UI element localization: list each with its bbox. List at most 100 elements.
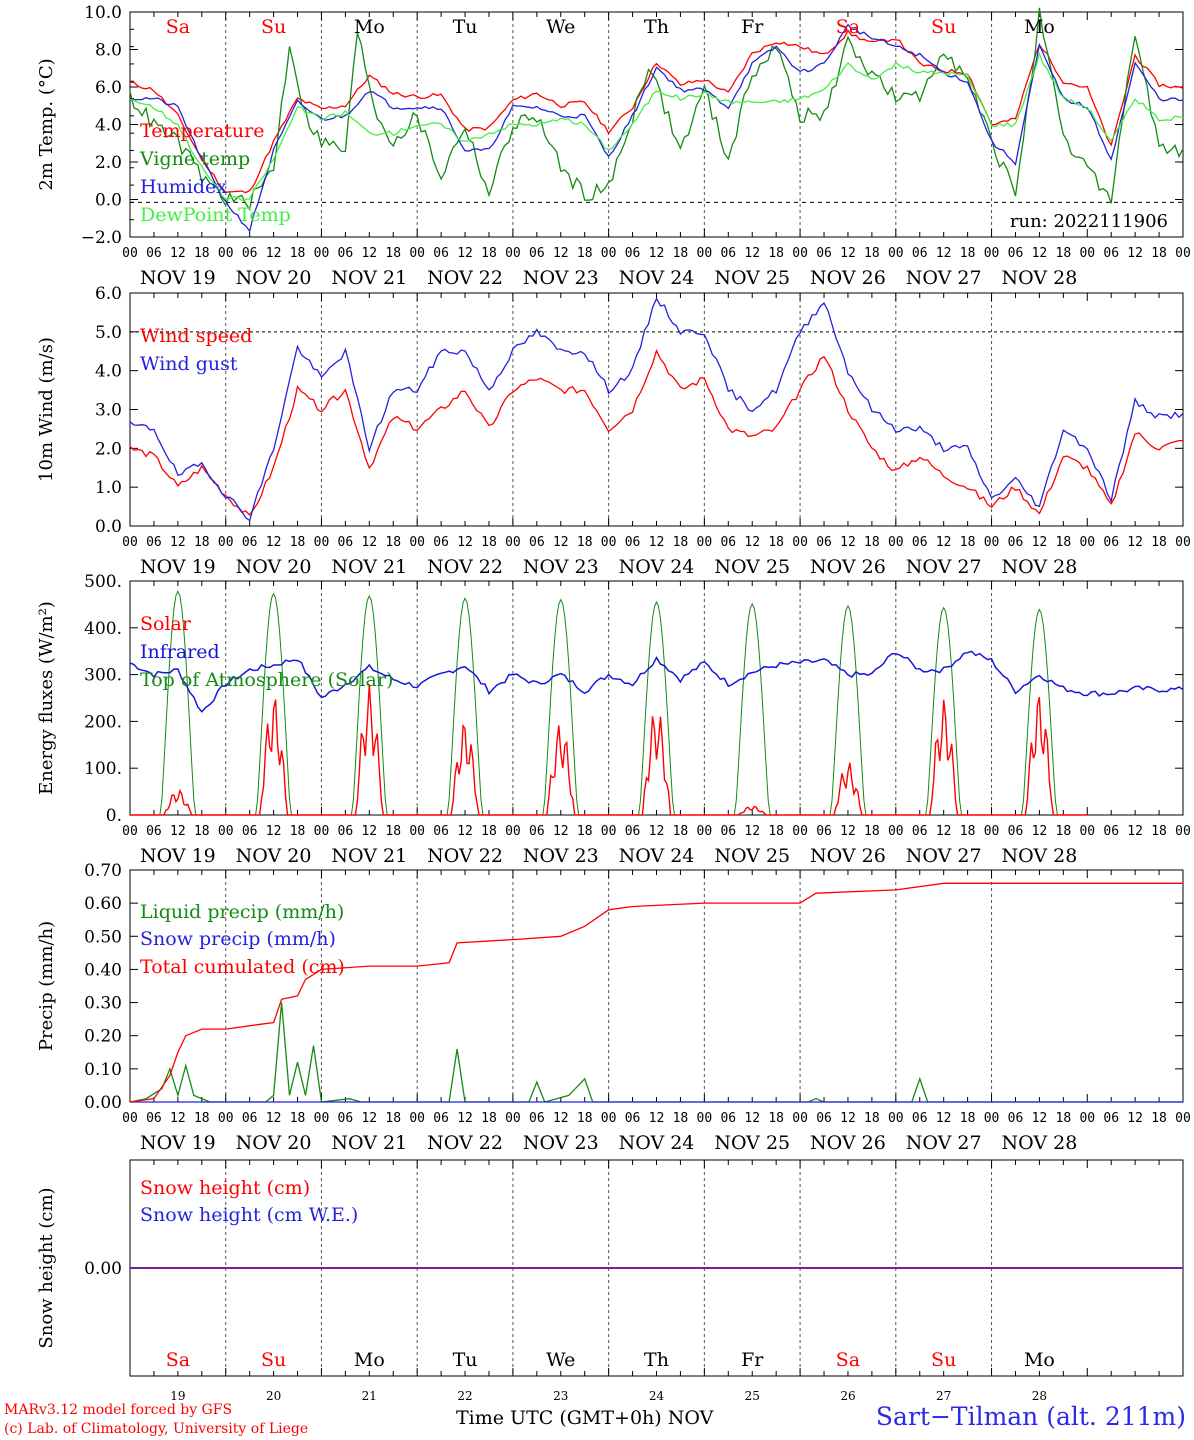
y-tick-label: 0.0 <box>95 191 122 211</box>
weekday-label: Tu <box>453 16 478 38</box>
hour-tick-label: 00 <box>792 1111 808 1126</box>
hour-tick-label: 18 <box>1056 246 1072 261</box>
date-label: NOV 27 <box>906 845 982 867</box>
hour-tick-label: 18 <box>1151 246 1167 261</box>
hour-tick-label: 06 <box>1008 1111 1024 1126</box>
hour-tick-label: 06 <box>242 824 258 839</box>
legend-entry: Total cumulated (cm) <box>140 956 345 978</box>
y-tick-label: 5.0 <box>95 323 122 343</box>
date-label: NOV 22 <box>427 845 503 867</box>
hour-tick-label: 12 <box>649 246 665 261</box>
weekday-label: We <box>546 1349 575 1371</box>
y-tick-label: 0.0 <box>95 517 122 537</box>
hour-tick-label: 18 <box>194 246 210 261</box>
date-label: NOV 21 <box>331 556 407 578</box>
solar-line <box>225 699 322 816</box>
hour-tick-label: 12 <box>649 535 665 550</box>
hour-tick-label: 12 <box>1127 824 1143 839</box>
day-number: 27 <box>936 1389 951 1403</box>
solar-line <box>512 725 609 816</box>
hour-tick-label: 06 <box>146 535 162 550</box>
hour-tick-label: 18 <box>290 824 306 839</box>
series-line <box>129 297 1184 522</box>
weekday-label: We <box>546 16 575 38</box>
date-label: NOV 24 <box>619 1132 695 1154</box>
hour-tick-label: 06 <box>338 1111 354 1126</box>
hour-tick-label: 18 <box>960 1111 976 1126</box>
hour-tick-label: 18 <box>1151 824 1167 839</box>
hour-tick-label: 06 <box>1103 824 1119 839</box>
hour-tick-label: 12 <box>936 824 952 839</box>
hour-tick-label: 12 <box>170 246 186 261</box>
date-label: NOV 27 <box>906 267 982 289</box>
date-label: NOV 22 <box>427 1132 503 1154</box>
hour-tick-label: 06 <box>1008 246 1024 261</box>
legend-entry: Snow height (cm W.E.) <box>140 1204 358 1226</box>
hour-tick-label: 12 <box>266 535 282 550</box>
day-number: 22 <box>457 1389 472 1403</box>
hour-tick-label: 00 <box>409 824 425 839</box>
date-label: NOV 24 <box>619 267 695 289</box>
hour-tick-label: 00 <box>888 535 904 550</box>
date-label: NOV 19 <box>140 556 216 578</box>
hour-tick-label: 18 <box>1056 824 1072 839</box>
hour-tick-label: 18 <box>864 535 880 550</box>
hour-tick-label: 18 <box>194 535 210 550</box>
y-tick-label: 0.30 <box>84 994 122 1014</box>
hour-tick-label: 06 <box>1008 535 1024 550</box>
y-tick-label: 8.0 <box>95 41 122 61</box>
hour-tick-label: 12 <box>649 824 665 839</box>
date-label: NOV 27 <box>906 556 982 578</box>
date-label: NOV 24 <box>619 845 695 867</box>
hour-tick-label: 00 <box>792 535 808 550</box>
date-label: NOV 20 <box>236 1132 312 1154</box>
hour-tick-label: 06 <box>912 1111 928 1126</box>
hour-tick-label: 06 <box>338 824 354 839</box>
hour-tick-label: 18 <box>673 246 689 261</box>
y-axis-label: Energy fluxes (W/m²) <box>36 601 57 795</box>
hour-tick-label: 18 <box>768 246 784 261</box>
hour-tick-label: 18 <box>194 1111 210 1126</box>
hour-tick-label: 06 <box>625 246 641 261</box>
legend-entry: Solar <box>140 613 192 635</box>
hour-tick-label: 18 <box>577 535 593 550</box>
hour-tick-label: 18 <box>481 824 497 839</box>
hour-tick-label: 06 <box>146 824 162 839</box>
y-tick-label: 4.0 <box>95 362 122 382</box>
hour-tick-label: 06 <box>816 246 832 261</box>
hour-tick-label: 00 <box>601 1111 617 1126</box>
hour-tick-label: 18 <box>481 246 497 261</box>
hour-tick-label: 06 <box>625 1111 641 1126</box>
y-tick-label: 3.0 <box>95 401 122 421</box>
weekday-label: Sa <box>166 16 190 38</box>
hour-tick-label: 12 <box>266 824 282 839</box>
y-tick-label: 2.0 <box>95 439 122 459</box>
hour-tick-label: 06 <box>529 535 545 550</box>
date-label: NOV 25 <box>714 267 790 289</box>
hour-tick-label: 12 <box>936 246 952 261</box>
hour-tick-label: 18 <box>864 824 880 839</box>
date-label: NOV 23 <box>523 556 599 578</box>
hour-tick-label: 12 <box>170 824 186 839</box>
hour-tick-label: 12 <box>1032 1111 1048 1126</box>
hour-tick-label: 12 <box>361 1111 377 1126</box>
hour-tick-label: 00 <box>792 246 808 261</box>
hour-tick-label: 12 <box>553 824 569 839</box>
hour-tick-label: 00 <box>505 535 521 550</box>
station-title: Sart−Tilman (alt. 211m) <box>875 1402 1186 1431</box>
date-label: NOV 28 <box>1002 845 1078 867</box>
legend-entry: Snow height (cm) <box>140 1177 310 1199</box>
toa-solar-line <box>417 597 513 816</box>
hour-tick-label: 00 <box>314 535 330 550</box>
solar-line <box>800 762 896 816</box>
hour-tick-label: 00 <box>218 824 234 839</box>
hour-tick-label: 06 <box>242 246 258 261</box>
hour-tick-label: 18 <box>577 1111 593 1126</box>
hour-tick-label: 00 <box>505 1111 521 1126</box>
solar-line <box>608 716 705 816</box>
hour-tick-label: 12 <box>457 246 473 261</box>
y-axis-label: 10m Wind (m/s) <box>36 337 57 482</box>
hour-tick-label: 12 <box>457 824 473 839</box>
hour-tick-label: 06 <box>529 246 545 261</box>
hour-tick-label: 06 <box>1008 824 1024 839</box>
